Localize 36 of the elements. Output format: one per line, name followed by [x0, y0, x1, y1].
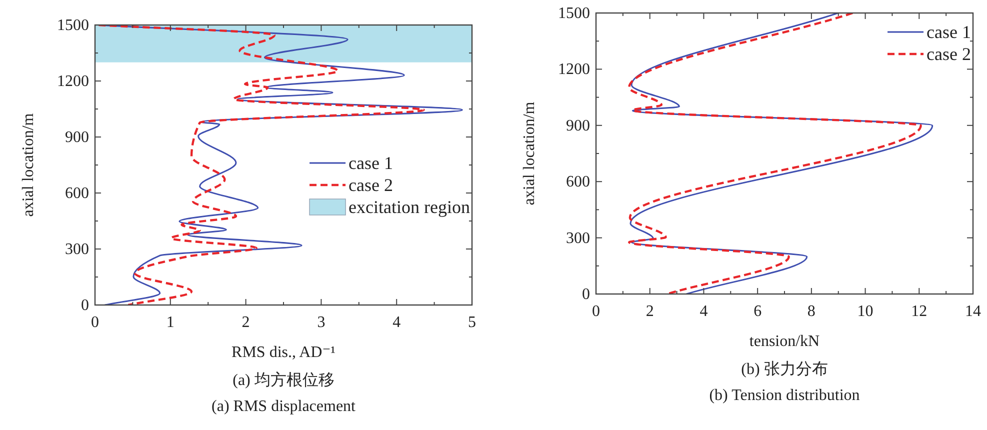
x-tick-label: 4	[700, 303, 708, 320]
y-axis-title: axial location/m	[20, 112, 37, 217]
x-axis-title: tension/kN	[749, 333, 820, 350]
text: (b) 张力分布	[741, 360, 828, 378]
y-tick-label: 900	[65, 129, 89, 146]
y-tick-label: 600	[65, 185, 89, 202]
y-tick-label: 600	[566, 174, 590, 191]
x-tick-label: 14	[965, 303, 981, 320]
x-tick-label: 2	[242, 314, 250, 331]
y-tick-label: 1200	[57, 73, 89, 90]
x-axis-title: RMS dis., AD⁻¹	[232, 344, 336, 361]
text: (a) RMS displacement	[212, 398, 356, 415]
y-tick-label: 0	[582, 286, 590, 303]
x-tick-label: 4	[392, 314, 401, 331]
x-tick-label: 12	[911, 303, 928, 320]
y-tick-label: 900	[566, 117, 590, 134]
x-tick-label: 3	[317, 314, 326, 331]
legend-label: case 1	[348, 153, 394, 173]
y-tick-label: 1500	[558, 5, 590, 22]
x-tick-label: 2	[646, 303, 654, 320]
y-tick-label: 1500	[57, 17, 89, 34]
x-tick-label: 10	[857, 303, 874, 320]
x-tick-label: 6	[754, 303, 762, 320]
text: (b) Tension distribution	[709, 387, 860, 404]
legend-label: excitation region	[348, 197, 470, 217]
x-tick-label: 1	[166, 314, 174, 331]
y-axis-title: axial location/m	[521, 101, 538, 206]
legend-label: case 1	[926, 22, 971, 42]
y-tick-label: 300	[566, 230, 590, 247]
y-tick-label: 300	[65, 241, 89, 258]
x-tick-label: 5	[468, 314, 476, 331]
legend-label: case 2	[926, 44, 971, 64]
text: (a) 均方根位移	[232, 371, 334, 389]
legend-label: case 2	[348, 175, 394, 195]
y-tick-label: 1200	[558, 61, 590, 78]
x-tick-label: 8	[807, 303, 816, 320]
